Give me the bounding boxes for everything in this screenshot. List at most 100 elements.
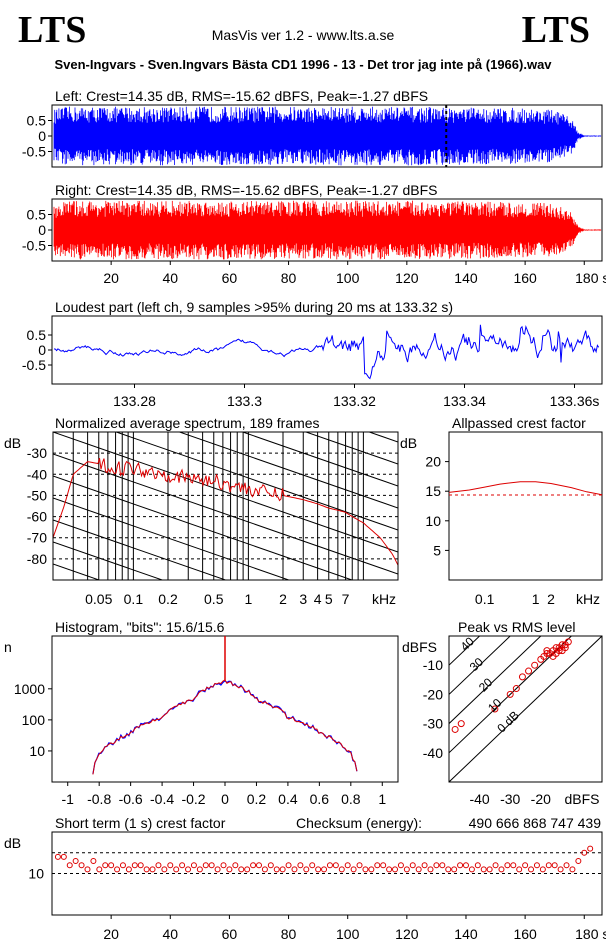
short-term-crest-point	[137, 862, 144, 869]
peak-vs-rms-point	[457, 720, 465, 728]
short-term-crest-point	[149, 866, 156, 873]
left-waveform-trace	[53, 106, 602, 166]
short-term-crest-point	[125, 866, 132, 873]
loudest-part-xtick-label: 133.36s	[550, 393, 600, 409]
short-term-crest-point	[244, 866, 251, 873]
file-title: Sven-Ingvars - Sven.Ingvars Bästa CD1 19…	[54, 57, 552, 72]
short-term-crest-point	[492, 862, 499, 869]
peak-vs-rms-point	[561, 644, 569, 652]
histogram-xtick-label: 0.6	[310, 791, 330, 807]
spectrum-slope-line	[53, 519, 228, 580]
short-term-crest-xtick-label: 20	[103, 926, 119, 942]
loudest-part-frame	[51, 315, 603, 385]
spectrum-slope-line	[53, 541, 164, 580]
peak-vs-rms-point	[512, 685, 520, 693]
app-title: MasVis ver 1.2 - www.lts.a.se	[211, 27, 395, 43]
loudest-part-ytick-label: 0.5	[27, 327, 47, 343]
short-term-crest-point	[143, 866, 150, 873]
short-term-crest-point	[291, 866, 298, 873]
short-term-crest-point	[321, 866, 328, 873]
short-term-crest-point	[421, 862, 428, 869]
short-term-crest-point	[569, 866, 576, 873]
spectrum-slope-line	[114, 432, 398, 531]
short-term-crest-point	[338, 866, 345, 873]
left-waveform-ytick-label: 0.5	[27, 113, 47, 129]
short-term-crest-point	[161, 866, 168, 873]
histogram-xtick-label: 0.2	[247, 791, 267, 807]
short-term-crest-point	[433, 862, 440, 869]
spectrum-xtick-label: 0.2	[158, 591, 178, 607]
short-term-crest-xtick-label: 140	[454, 926, 478, 942]
allpass-crest-panel: Allpassed crest factor dB 20 15 10 5 0.1 1 2 kHz	[400, 415, 603, 607]
peak-vs-rms-point	[531, 661, 539, 669]
short-term-crest-point	[468, 866, 475, 873]
short-term-crest-point	[498, 866, 505, 873]
short-term-crest-point	[255, 862, 262, 869]
loudest-part-xtick-label: 133.3	[227, 393, 262, 409]
short-term-crest-panel: Short term (1 s) crest factor Checksum (e…	[4, 815, 606, 942]
right-waveform-xtick-label: 180 s	[575, 270, 606, 286]
peak-vs-rms-line-label: 10	[485, 695, 505, 715]
spectrum-xtick-label: 4	[314, 591, 322, 607]
right-waveform-xtick-label: 20	[103, 270, 119, 286]
spectrum-ylabel: dB	[4, 435, 21, 451]
short-term-crest-point	[362, 866, 369, 873]
checksum-label: Checksum (energy):	[296, 815, 422, 831]
loudest-part-ytick-label: -0.5	[22, 357, 46, 373]
short-term-crest-point	[185, 866, 192, 873]
short-term-crest-point	[386, 866, 393, 873]
histogram-ylabel: n	[4, 639, 12, 655]
short-term-crest-xtick-label: 80	[281, 926, 297, 942]
histogram-left-line	[92, 680, 358, 775]
short-term-crest-point	[273, 866, 280, 873]
short-term-crest-point	[226, 866, 233, 873]
short-term-crest-point	[510, 862, 517, 869]
short-term-crest-xtick-label: 120	[395, 926, 419, 942]
peak-vs-rms-crest-line	[449, 636, 602, 782]
short-term-crest-xtick-label: 40	[162, 926, 178, 942]
spectrum-xtick-label: 2	[279, 591, 287, 607]
short-term-crest-point	[250, 862, 257, 869]
histogram-xtick-label: -0.2	[181, 791, 205, 807]
spectrum-xunit: kHz	[372, 591, 396, 607]
short-term-crest-frame	[51, 831, 603, 916]
short-term-crest-point	[326, 862, 333, 869]
short-term-crest-point	[557, 866, 564, 873]
short-term-crest-point	[392, 866, 399, 873]
peak-vs-rms-crest-line	[449, 636, 542, 724]
left-waveform-ytick-label: -0.5	[22, 144, 46, 160]
peak-vs-rms-point	[552, 650, 560, 658]
right-waveform-xtick-label: 160	[513, 270, 537, 286]
right-waveform-xtick-label: 120	[395, 270, 419, 286]
short-term-crest-point	[96, 866, 103, 873]
spectrum-slope-line	[53, 674, 398, 794]
right-waveform-xtick-label: 100	[336, 270, 360, 286]
short-term-crest-point	[545, 862, 552, 869]
right-waveform-panel: Right: Crest=14.35 dB, RMS=-15.62 dBFS, …	[22, 182, 606, 286]
spectrum-slope-line	[53, 475, 354, 580]
checksum-value: 490 666 868 747 439	[469, 815, 602, 831]
spectrum-xtick-label: 7	[342, 591, 350, 607]
spectrum-slope-line	[53, 453, 398, 575]
short-term-crest-point	[220, 862, 227, 869]
spectrum-ytick-label: -80	[27, 551, 47, 567]
peak-vs-rms-ytick-label: -20	[423, 686, 443, 702]
left-waveform-title: Left: Crest=14.35 dB, RMS=-15.62 dBFS, P…	[55, 88, 428, 104]
short-term-crest-point	[551, 862, 558, 869]
spectrum-line	[53, 457, 398, 566]
short-term-crest-point	[486, 866, 493, 873]
peak-vs-rms-point	[451, 725, 459, 733]
peak-vs-rms-crest-line	[449, 636, 572, 754]
right-waveform-xtick-label: 60	[222, 270, 238, 286]
short-term-crest-point	[504, 862, 511, 869]
short-term-crest-point	[279, 866, 286, 873]
histogram-xtick-label: -0.8	[87, 791, 111, 807]
loudest-part-xtick-label: 133.32	[333, 393, 376, 409]
allpass-crest-ytick-label: 20	[425, 454, 441, 470]
short-term-crest-point	[261, 866, 268, 873]
spectrum-slope-line	[53, 432, 398, 553]
spectrum-ytick-label: -50	[27, 487, 47, 503]
peak-vs-rms-line-label: 30	[467, 655, 487, 675]
